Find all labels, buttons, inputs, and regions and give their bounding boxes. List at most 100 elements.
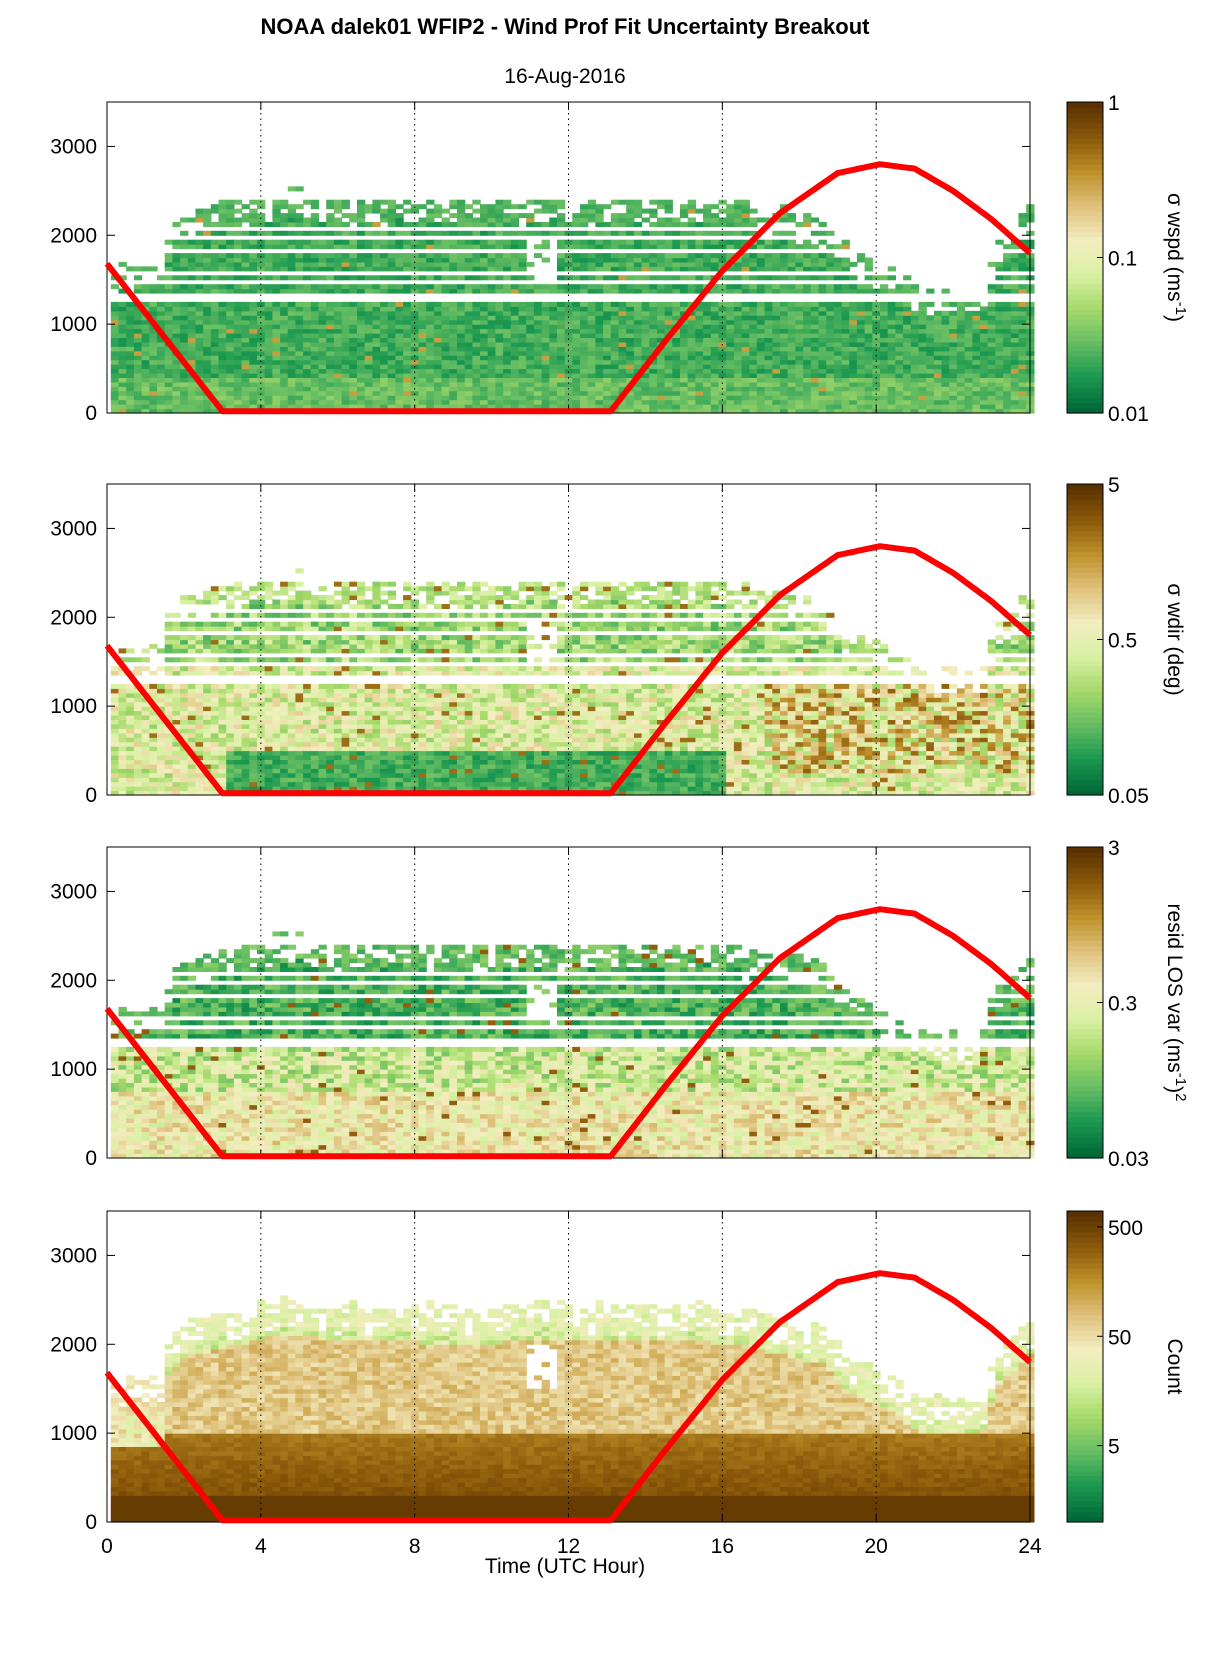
heatmap-cell (949, 319, 958, 325)
heatmap-cell (157, 337, 166, 343)
heatmap-cell (703, 408, 712, 414)
heatmap-cell (664, 373, 673, 378)
heatmap-cell (380, 306, 389, 312)
heatmap-cell (510, 364, 520, 370)
heatmap-cell (718, 306, 727, 312)
heatmap-cell (510, 261, 520, 267)
heatmap-cell (187, 772, 197, 778)
heatmap-cell (518, 395, 527, 401)
heatmap-cell (710, 324, 720, 330)
heatmap-cell (233, 643, 243, 649)
heatmap-cell (141, 746, 150, 752)
heatmap-cell (357, 350, 366, 356)
heatmap-cell (218, 386, 227, 392)
heatmap-cell (249, 261, 258, 267)
heatmap-cell (741, 337, 750, 343)
heatmap-cell (118, 404, 127, 410)
heatmap-cell (695, 306, 704, 312)
heatmap-cell (672, 306, 681, 312)
heatmap-cell (480, 324, 489, 330)
heatmap-cell (526, 315, 535, 321)
heatmap-cell (126, 723, 135, 729)
heatmap-cell (549, 324, 558, 330)
heatmap-cell (710, 373, 720, 378)
heatmap-cell (310, 386, 320, 392)
heatmap-cell (180, 777, 189, 783)
heatmap-cell (610, 328, 620, 334)
heatmap-cell (226, 337, 235, 343)
heatmap-cell (272, 217, 281, 223)
heatmap-cell (472, 306, 481, 312)
heatmap-cell (641, 306, 650, 312)
heatmap-cell (703, 377, 712, 383)
heatmap-cell (657, 261, 666, 267)
heatmap-cell (472, 275, 481, 281)
heatmap-cell (810, 230, 820, 236)
heatmap-cell (503, 381, 512, 387)
heatmap-cell (418, 324, 427, 330)
heatmap-cell (187, 723, 197, 729)
heatmap-cell (780, 275, 789, 281)
heatmap-cell (180, 670, 189, 676)
heatmap-cell (403, 390, 412, 396)
heatmap-cell (518, 368, 527, 374)
heatmap-cell (880, 390, 889, 396)
heatmap-cell (633, 355, 643, 361)
heatmap-cell (533, 315, 543, 321)
heatmap-cell (618, 306, 627, 312)
heatmap-cell (126, 333, 135, 338)
heatmap-cell (633, 315, 643, 321)
heatmap-cell (687, 324, 696, 330)
heatmap-cell (172, 781, 181, 787)
heatmap-cell (349, 301, 358, 307)
heatmap-cell (110, 790, 120, 796)
heatmap-cell (449, 386, 458, 392)
heatmap-cell (433, 266, 443, 272)
heatmap-cell (618, 399, 627, 405)
heatmap-cell (633, 350, 643, 356)
heatmap-cell (472, 222, 481, 227)
heatmap-cell (133, 341, 143, 347)
heatmap-cell (880, 395, 889, 401)
heatmap-cell (280, 341, 289, 347)
heatmap-cell (887, 266, 896, 272)
heatmap-cell (680, 324, 689, 330)
heatmap-cell (664, 395, 673, 401)
heatmap-cell (303, 386, 312, 392)
heatmap-cell (418, 261, 427, 267)
heatmap-cell (310, 346, 320, 352)
heatmap-cell (503, 346, 512, 352)
heatmap-cell (987, 386, 996, 392)
heatmap-cell (518, 261, 527, 267)
heatmap-cell (856, 328, 866, 334)
heatmap-cell (687, 377, 696, 383)
heatmap-cell (372, 275, 381, 281)
heatmap-cell (326, 257, 335, 263)
heatmap-cell (680, 390, 689, 396)
heatmap-cell (510, 306, 520, 312)
heatmap-cell (426, 261, 435, 267)
heatmap-cell (772, 386, 781, 392)
heatmap-cell (433, 288, 443, 294)
heatmap-cell (610, 408, 620, 414)
heatmap-cell (164, 408, 173, 414)
heatmap-cell (833, 390, 843, 396)
heatmap-cell (580, 373, 589, 378)
heatmap-cell (403, 222, 412, 227)
heatmap-cell (457, 315, 466, 321)
heatmap-cell (633, 386, 643, 392)
heatmap-cell (1003, 341, 1012, 347)
heatmap-cell (557, 390, 566, 396)
heatmap-cell (226, 786, 235, 792)
heatmap-cell (426, 199, 435, 205)
heatmap-cell (672, 315, 681, 321)
heatmap-cell (141, 359, 150, 365)
heatmap-cell (626, 341, 635, 347)
heatmap-cell (618, 253, 627, 259)
heatmap-cell (603, 390, 612, 396)
heatmap-cell (980, 359, 989, 365)
heatmap-cell (1018, 404, 1027, 410)
heatmap-cell (487, 306, 496, 312)
heatmap-cell (472, 395, 481, 401)
colorbar-swatch (1067, 174, 1103, 181)
